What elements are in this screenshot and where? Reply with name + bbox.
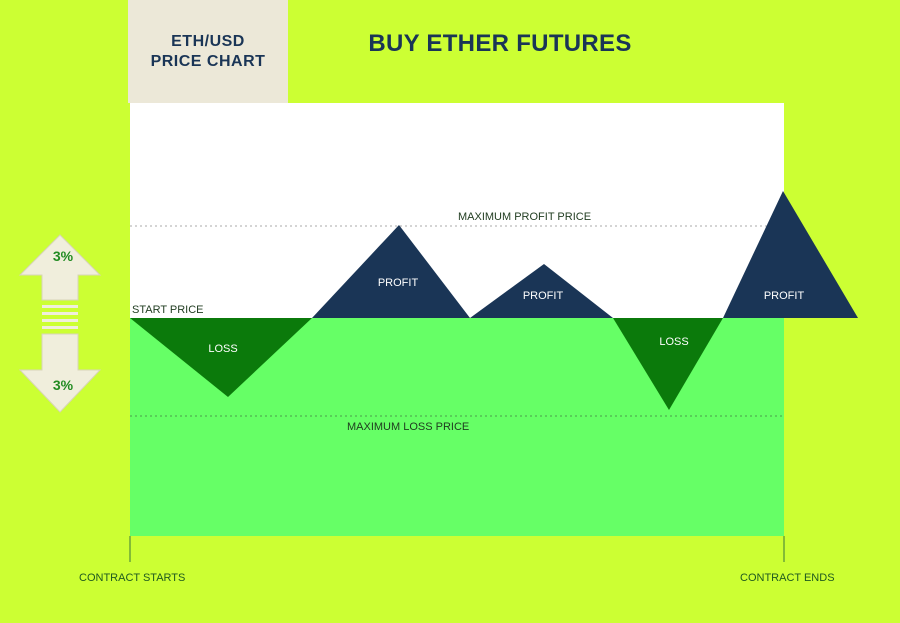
triangle-label-loss-2: LOSS — [659, 336, 689, 348]
loss-triangle-2 — [613, 318, 723, 410]
triangle-label-profit-1: PROFIT — [377, 277, 419, 289]
contract-starts-label: CONTRACT STARTS — [79, 572, 186, 584]
range-up-label: 3% — [52, 248, 74, 264]
loss-triangle-1 — [130, 318, 312, 397]
max-profit-label: MAXIMUM PROFIT PRICE — [458, 211, 592, 223]
profit-zone — [130, 103, 784, 318]
chart-title-tab: ETH/USD PRICE CHART — [128, 0, 288, 103]
range-down-label: 3% — [52, 377, 74, 393]
start-price-label: START PRICE — [132, 304, 204, 316]
triangle-label-loss-1: LOSS — [208, 343, 238, 355]
triangle-label-profit-3: PROFIT — [763, 290, 805, 302]
tab-title-line2: PRICE CHART — [150, 52, 266, 70]
range-up-arrow-icon — [18, 234, 102, 301]
tab-title-line1: ETH/USD — [171, 32, 245, 50]
profit-triangle-2 — [470, 264, 613, 318]
profit-triangle-1 — [312, 225, 470, 318]
range-stripes — [42, 305, 78, 329]
range-down-arrow-icon — [18, 333, 102, 413]
profit-triangle-3 — [723, 191, 858, 318]
page-title: BUY ETHER FUTURES — [368, 30, 632, 57]
contract-ends-label: CONTRACT ENDS — [740, 572, 835, 584]
triangle-label-profit-2: PROFIT — [522, 290, 564, 302]
max-loss-label: MAXIMUM LOSS PRICE — [347, 421, 470, 433]
